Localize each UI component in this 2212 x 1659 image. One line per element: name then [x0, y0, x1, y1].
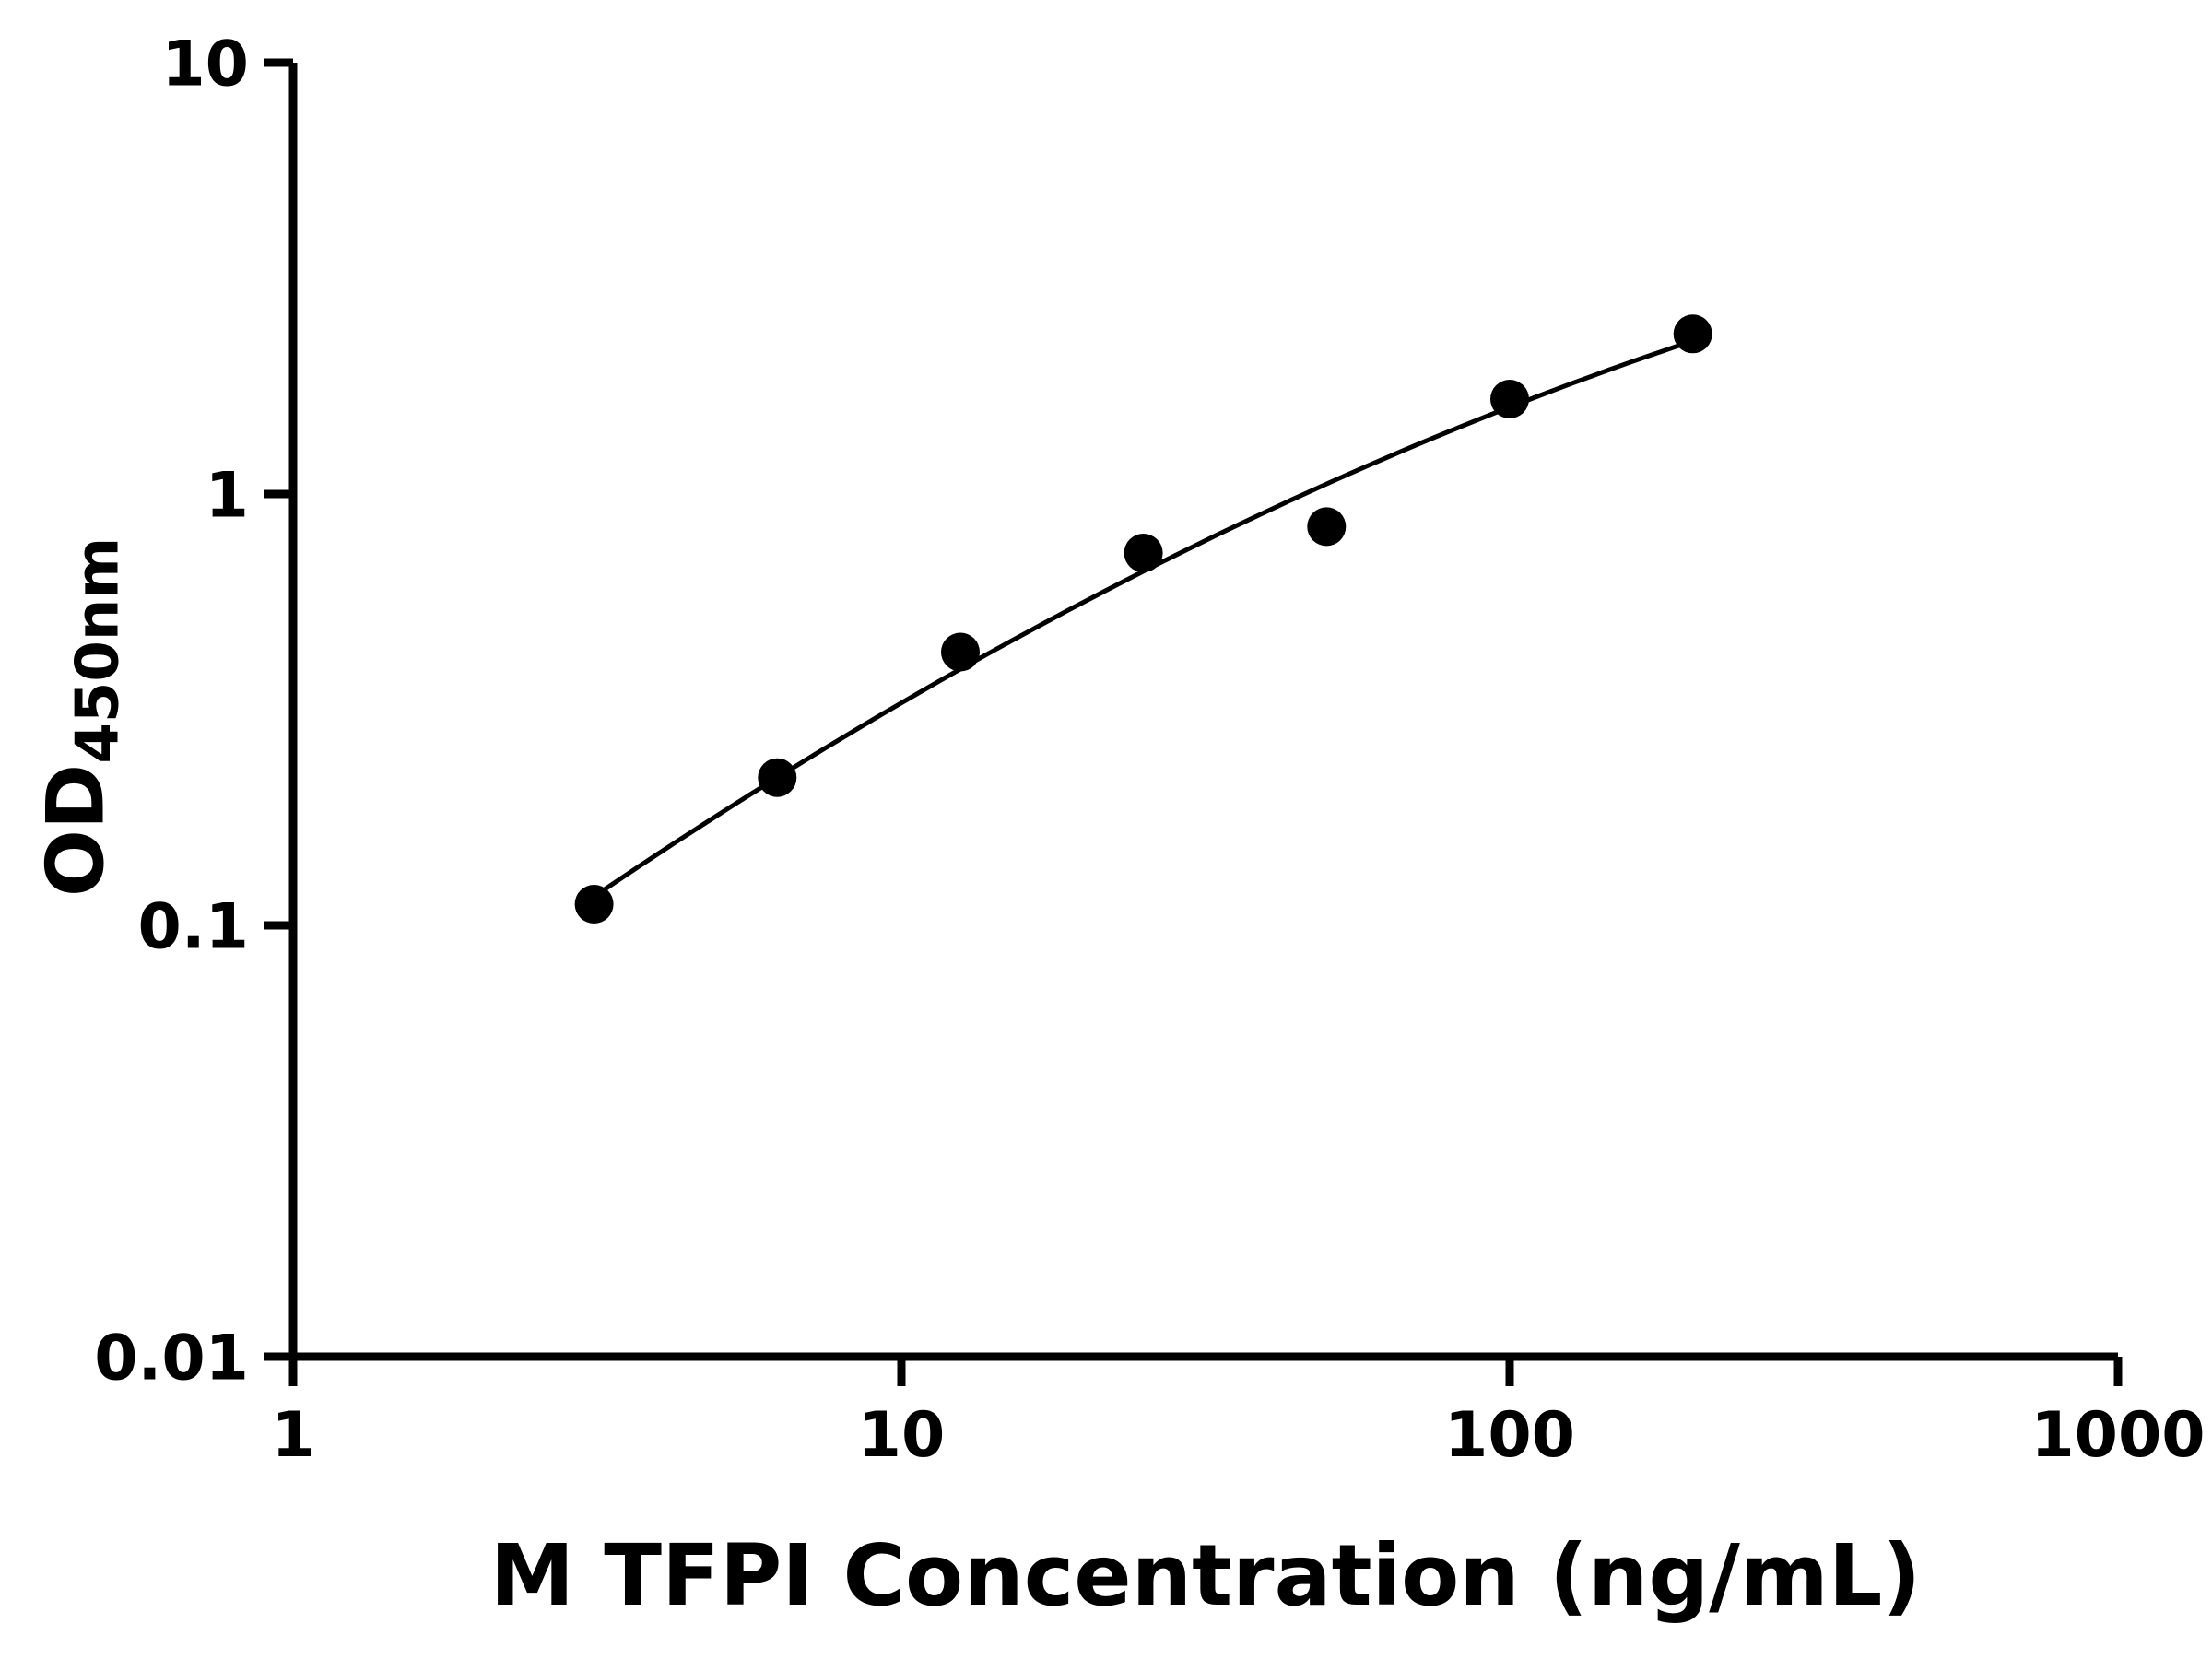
data-point — [758, 758, 797, 797]
data-point — [1673, 314, 1712, 354]
data-point — [1124, 534, 1163, 572]
data-point — [574, 885, 614, 924]
x-axis-tick-label: 10 — [858, 1399, 946, 1472]
y-axis-title-base: OD — [29, 763, 123, 898]
y-axis-title-subscript: 450nm — [64, 536, 133, 764]
y-axis-tick-label: 0.01 — [94, 1322, 249, 1394]
data-point — [1307, 507, 1347, 547]
y-axis-tick-label: 1 — [206, 459, 249, 532]
data-point — [1490, 380, 1529, 418]
x-axis-tick-label: 100 — [1444, 1399, 1575, 1472]
data-point — [941, 632, 980, 672]
x-axis-tick-label: 1000 — [2030, 1399, 2205, 1472]
axis-lines — [288, 63, 2118, 1361]
y-axis-title: OD450nm — [30, 537, 133, 897]
x-axis-tick-label: 1 — [271, 1399, 314, 1472]
x-axis-title: M TFPI Concentration (ng/mL) — [489, 1526, 1922, 1625]
y-axis-tick-label: 10 — [161, 28, 249, 100]
y-axis-tick-label: 0.1 — [138, 890, 249, 963]
fit-curve — [582, 335, 1703, 906]
